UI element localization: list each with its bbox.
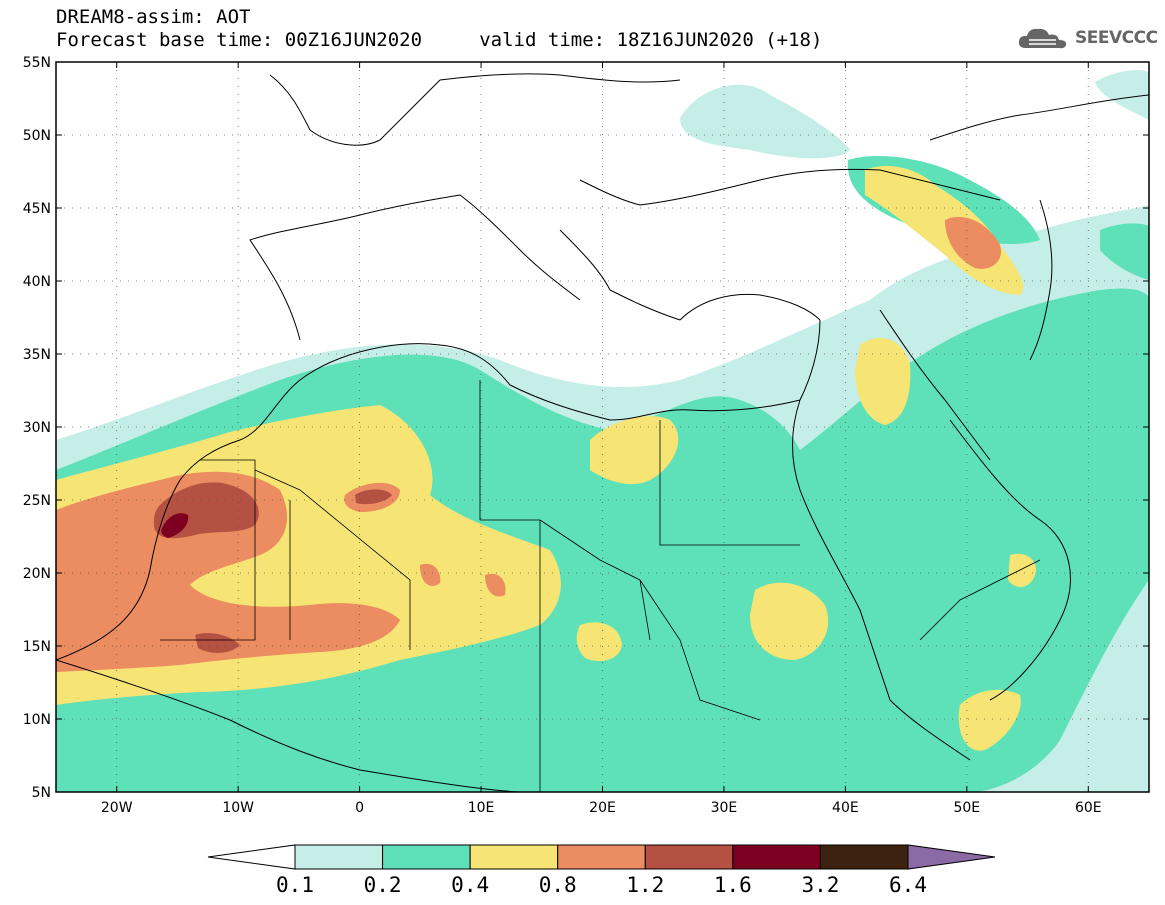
colorbar-min-arrow xyxy=(207,844,296,870)
colorbar-label: 0.8 xyxy=(539,873,577,897)
aot-level-dark-red xyxy=(161,513,189,538)
map-title: DREAM8-assim: AOT xyxy=(56,6,251,28)
lon-tick-label: 60E xyxy=(1075,800,1102,816)
lon-tick-label: 50E xyxy=(953,800,980,816)
cloud-icon xyxy=(1018,28,1067,49)
graticule xyxy=(56,61,1149,793)
lat-tick-label: 5N xyxy=(32,785,51,801)
colorbar: 0.1 0.2 0.4 0.8 1.2 1.6 3.2 6.4 xyxy=(207,844,996,897)
coastlines xyxy=(56,73,1149,792)
lon-tick-label: 20W xyxy=(101,800,133,816)
colorbar-label: 1.2 xyxy=(626,873,664,897)
lon-tick-label: 10W xyxy=(222,800,254,816)
colorbar-label: 0.2 xyxy=(364,873,402,897)
lat-tick-label: 50N xyxy=(23,128,51,144)
lon-tick-label: 40E xyxy=(832,800,859,816)
lat-tick-label: 45N xyxy=(23,201,51,217)
lat-tick-label: 15N xyxy=(23,639,51,655)
map-axes: 20W 10W 0 10E 20E 30E 40E 50E 60E 55N 50N 45N 40N 35N… xyxy=(23,55,1149,816)
lon-tick-label: 30E xyxy=(711,800,738,816)
lat-tick-label: 40N xyxy=(23,274,51,290)
forecast-time-subtitle: Forecast base time: 00Z16JUN2020 valid t… xyxy=(56,29,823,51)
lat-tick-label: 35N xyxy=(23,347,51,363)
colorbar-label: 1.6 xyxy=(714,873,752,897)
country-borders xyxy=(160,380,1041,792)
lon-tick-label: 0 xyxy=(355,800,364,816)
seevccc-logo: SEEVCCC xyxy=(1016,24,1158,52)
colorbar-swatch xyxy=(294,844,384,870)
aot-level-orange xyxy=(56,216,1001,672)
colorbar-label: 0.1 xyxy=(276,873,314,897)
colorbar-label: 0.4 xyxy=(451,873,489,897)
colorbar-label: 3.2 xyxy=(801,873,839,897)
colorbar-swatch xyxy=(469,844,559,870)
colorbar-swatch xyxy=(382,844,471,870)
lat-tick-label: 10N xyxy=(23,712,51,728)
colorbar-swatch xyxy=(644,844,734,870)
colorbar-swatch xyxy=(819,844,909,870)
colorbar-max-arrow xyxy=(907,844,996,870)
lat-tick-label: 30N xyxy=(23,420,51,436)
lon-tick-label: 20E xyxy=(589,800,616,816)
lat-tick-label: 55N xyxy=(23,55,51,71)
colorbar-swatch xyxy=(557,844,646,870)
lat-tick-label: 25N xyxy=(23,493,51,509)
logo-text: SEEVCCC xyxy=(1075,28,1158,48)
colorbar-label: 6.4 xyxy=(889,873,927,897)
lat-tick-label: 20N xyxy=(23,566,51,582)
lon-tick-label: 10E xyxy=(468,800,495,816)
aot-field xyxy=(56,70,1149,792)
colorbar-swatch xyxy=(732,844,821,870)
